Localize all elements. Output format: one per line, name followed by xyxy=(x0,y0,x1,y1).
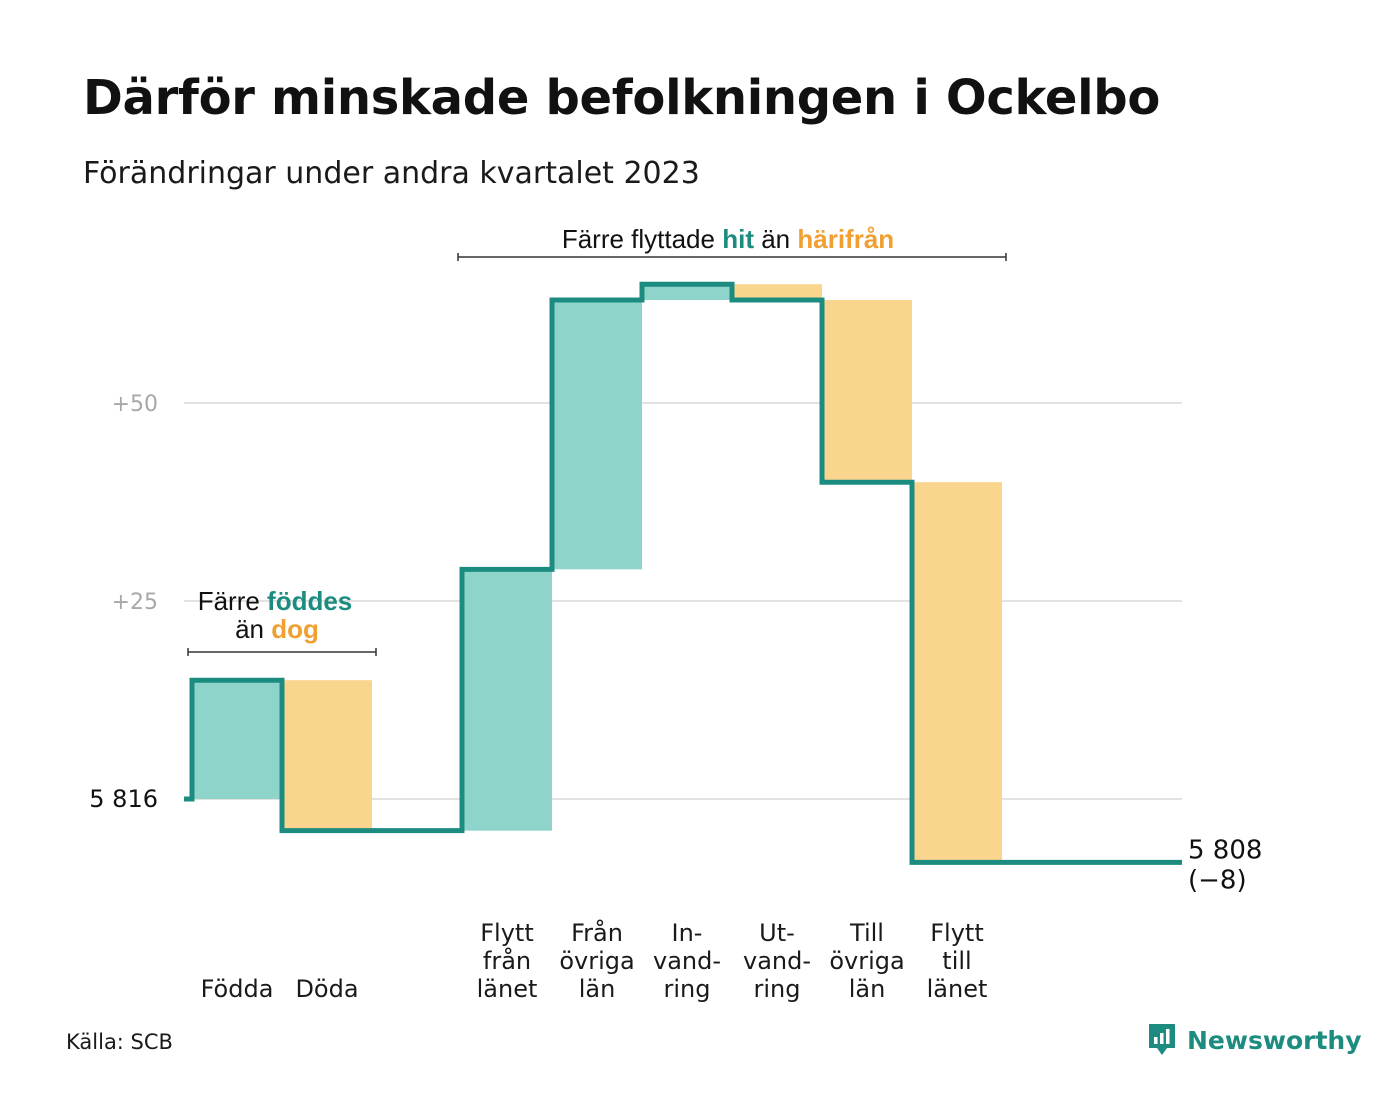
waterfall-bar xyxy=(822,300,912,483)
chart-subtitle: Förändringar under andra kvartalet 2023 xyxy=(83,156,700,191)
x-category-label: länet xyxy=(927,975,988,1003)
annotation-births-deaths-line1: Färre föddes xyxy=(198,586,353,616)
waterfall-bar xyxy=(552,300,642,570)
x-category-label: Till xyxy=(849,919,884,947)
x-category-label: ring xyxy=(754,975,801,1003)
waterfall-bar xyxy=(192,680,282,799)
waterfall-bar xyxy=(912,482,1002,863)
x-category-label: från xyxy=(483,946,531,975)
x-category-label: Flytt xyxy=(480,919,534,947)
x-category-label: övriga xyxy=(829,947,904,975)
annotation-births-deaths-bracket xyxy=(187,648,377,656)
x-category-label: Ut- xyxy=(759,919,795,947)
y-tick-label: +25 xyxy=(112,590,158,615)
waterfall-bar xyxy=(732,284,822,301)
annotation-migration-bracket xyxy=(457,253,1007,261)
brand-name: Newsworthy xyxy=(1187,1025,1362,1055)
x-category-label: Flytt xyxy=(930,919,984,947)
x-category-label: länet xyxy=(477,975,538,1003)
source-note: Källa: SCB xyxy=(66,1030,173,1054)
cumulative-step-line xyxy=(184,281,1182,865)
waterfall-bar xyxy=(462,569,552,831)
x-category-label: övriga xyxy=(559,947,634,975)
chart-title: Därför minskade befolkningen i Ockelbo xyxy=(83,70,1161,126)
x-category-label: län xyxy=(579,975,616,1003)
annotation-births-deaths-line2: än dog xyxy=(235,614,319,644)
end-value-label: 5 808 xyxy=(1188,835,1262,865)
x-category-label: Döda xyxy=(295,975,358,1003)
x-category-label: Födda xyxy=(201,975,274,1003)
x-category-label: till xyxy=(942,947,971,975)
start-value-label: 5 816 xyxy=(89,785,158,813)
newsworthy-logo-icon xyxy=(1149,1024,1175,1055)
waterfall-bar xyxy=(282,680,372,831)
x-category-label: vand- xyxy=(743,947,811,975)
x-category-label: In- xyxy=(672,919,703,947)
waterfall-bar xyxy=(642,284,732,301)
end-change-label: (−8) xyxy=(1188,865,1247,895)
x-category-label: län xyxy=(849,975,886,1003)
x-category-label: Från xyxy=(571,918,623,947)
y-tick-label: +50 xyxy=(112,392,158,417)
brand[interactable]: Newsworthy xyxy=(1147,1022,1362,1058)
x-category-label: vand- xyxy=(653,947,721,975)
x-category-label: ring xyxy=(664,975,711,1003)
annotation-migration-line: Färre flyttade hit än härifrån xyxy=(562,224,894,254)
